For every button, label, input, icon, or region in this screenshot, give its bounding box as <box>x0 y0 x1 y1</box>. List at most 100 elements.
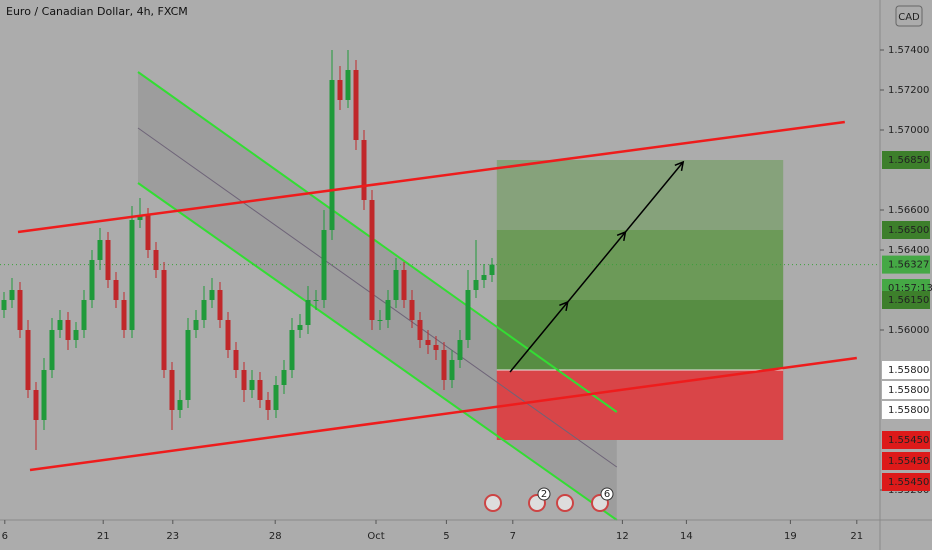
candle-body <box>33 390 39 420</box>
event-icon <box>484 494 502 512</box>
candle-body <box>65 320 71 340</box>
candle-body <box>17 290 23 330</box>
profit-zone <box>496 160 784 230</box>
x-tick-label: 5 <box>443 531 449 542</box>
candle-body <box>57 320 63 330</box>
price-label-box <box>882 381 930 399</box>
candle-body <box>417 320 423 340</box>
x-tick-label: Oct <box>367 531 384 542</box>
candle-body <box>433 345 439 350</box>
y-tick-label: 1.56600 <box>888 205 929 216</box>
candle-body <box>449 360 455 380</box>
price-label: 1.55450 <box>888 435 929 446</box>
candle-body <box>121 300 127 330</box>
candle-body <box>481 275 487 280</box>
price-label: 1.55450 <box>888 456 929 467</box>
candle-body <box>217 290 223 320</box>
candle-body <box>321 230 327 300</box>
price-label-box <box>882 452 930 470</box>
candle-body <box>337 80 343 100</box>
price-label-box <box>882 151 930 169</box>
projection-arrow <box>509 161 684 373</box>
candle-body <box>49 330 55 370</box>
x-tick-label: 21 <box>97 531 110 542</box>
price-label: 1.55800 <box>888 405 929 416</box>
event-badge <box>537 487 551 501</box>
price-label-box <box>882 401 930 419</box>
candle-body <box>177 400 183 410</box>
chart-title: Euro / Canadian Dollar, 4h, FXCM <box>6 5 188 18</box>
candle-body <box>225 320 231 350</box>
candle-body <box>129 220 135 330</box>
candle-body <box>89 260 95 300</box>
candle-body <box>377 320 383 321</box>
candle-body <box>9 290 15 300</box>
trend-line-upper <box>17 120 845 234</box>
candle-body <box>153 250 159 270</box>
y-tick-label: 1.56400 <box>888 245 929 256</box>
candle-body <box>145 215 151 250</box>
x-tick-label: 14 <box>680 531 693 542</box>
candle-body <box>385 300 391 320</box>
price-label-box <box>882 431 930 449</box>
candle-body <box>249 380 255 390</box>
candle-body <box>113 280 119 300</box>
candle-body <box>401 270 407 300</box>
candle-body <box>361 140 367 200</box>
candle-body <box>313 300 319 301</box>
candle-body <box>161 270 167 370</box>
price-label: 01:57:13 <box>888 283 932 294</box>
price-label: 1.55450 <box>888 477 929 488</box>
candle-body <box>169 370 175 410</box>
price-label-box <box>882 221 930 239</box>
candle-body <box>105 240 111 280</box>
price-label: 1.56850 <box>888 155 929 166</box>
arrow-head <box>616 230 627 241</box>
x-tick-label: 23 <box>166 531 179 542</box>
candle-body <box>441 350 447 380</box>
arrow-head <box>674 160 685 171</box>
channel-mid <box>137 127 618 468</box>
candle-body <box>393 270 399 300</box>
plot-area <box>0 50 880 521</box>
trend-line-lower <box>29 356 857 472</box>
price-label: 1.56150 <box>888 295 929 306</box>
candle-body <box>281 370 287 385</box>
candle-body <box>473 280 479 290</box>
candle-body <box>409 300 415 320</box>
candle-body <box>273 385 279 410</box>
y-tick-label: 1.57400 <box>888 45 929 56</box>
candle-body <box>209 290 215 300</box>
candle-body <box>353 70 359 140</box>
y-tick-label: 1.56000 <box>888 325 929 336</box>
candle-body <box>345 70 351 100</box>
x-tick-label: 21 <box>850 531 863 542</box>
candle-body <box>233 350 239 370</box>
candle-body <box>457 340 463 360</box>
x-tick-label: 7 <box>510 531 516 542</box>
candle-body <box>257 380 263 400</box>
candle-body <box>465 290 471 340</box>
x-tick-label: 6 <box>2 531 8 542</box>
event-icon <box>556 494 574 512</box>
candle-body <box>25 330 31 390</box>
candle-body <box>425 340 431 345</box>
price-label: 1.55800 <box>888 365 929 376</box>
price-label-box <box>882 291 930 309</box>
candle-body <box>369 200 375 320</box>
candle-body <box>1 300 7 310</box>
channel-lower <box>137 182 618 521</box>
currency-box <box>895 5 923 27</box>
candle-body <box>73 330 79 340</box>
x-tick-label: 19 <box>784 531 797 542</box>
candle-body <box>297 325 303 330</box>
event-badge <box>600 487 614 501</box>
price-label-box <box>882 473 930 491</box>
profit-zone <box>496 300 784 370</box>
price-label: 1.56500 <box>888 225 929 236</box>
price-label: 1.56327 <box>888 260 929 271</box>
candle-body <box>97 240 103 260</box>
loss-zone <box>496 370 784 440</box>
candle-body <box>185 330 191 400</box>
